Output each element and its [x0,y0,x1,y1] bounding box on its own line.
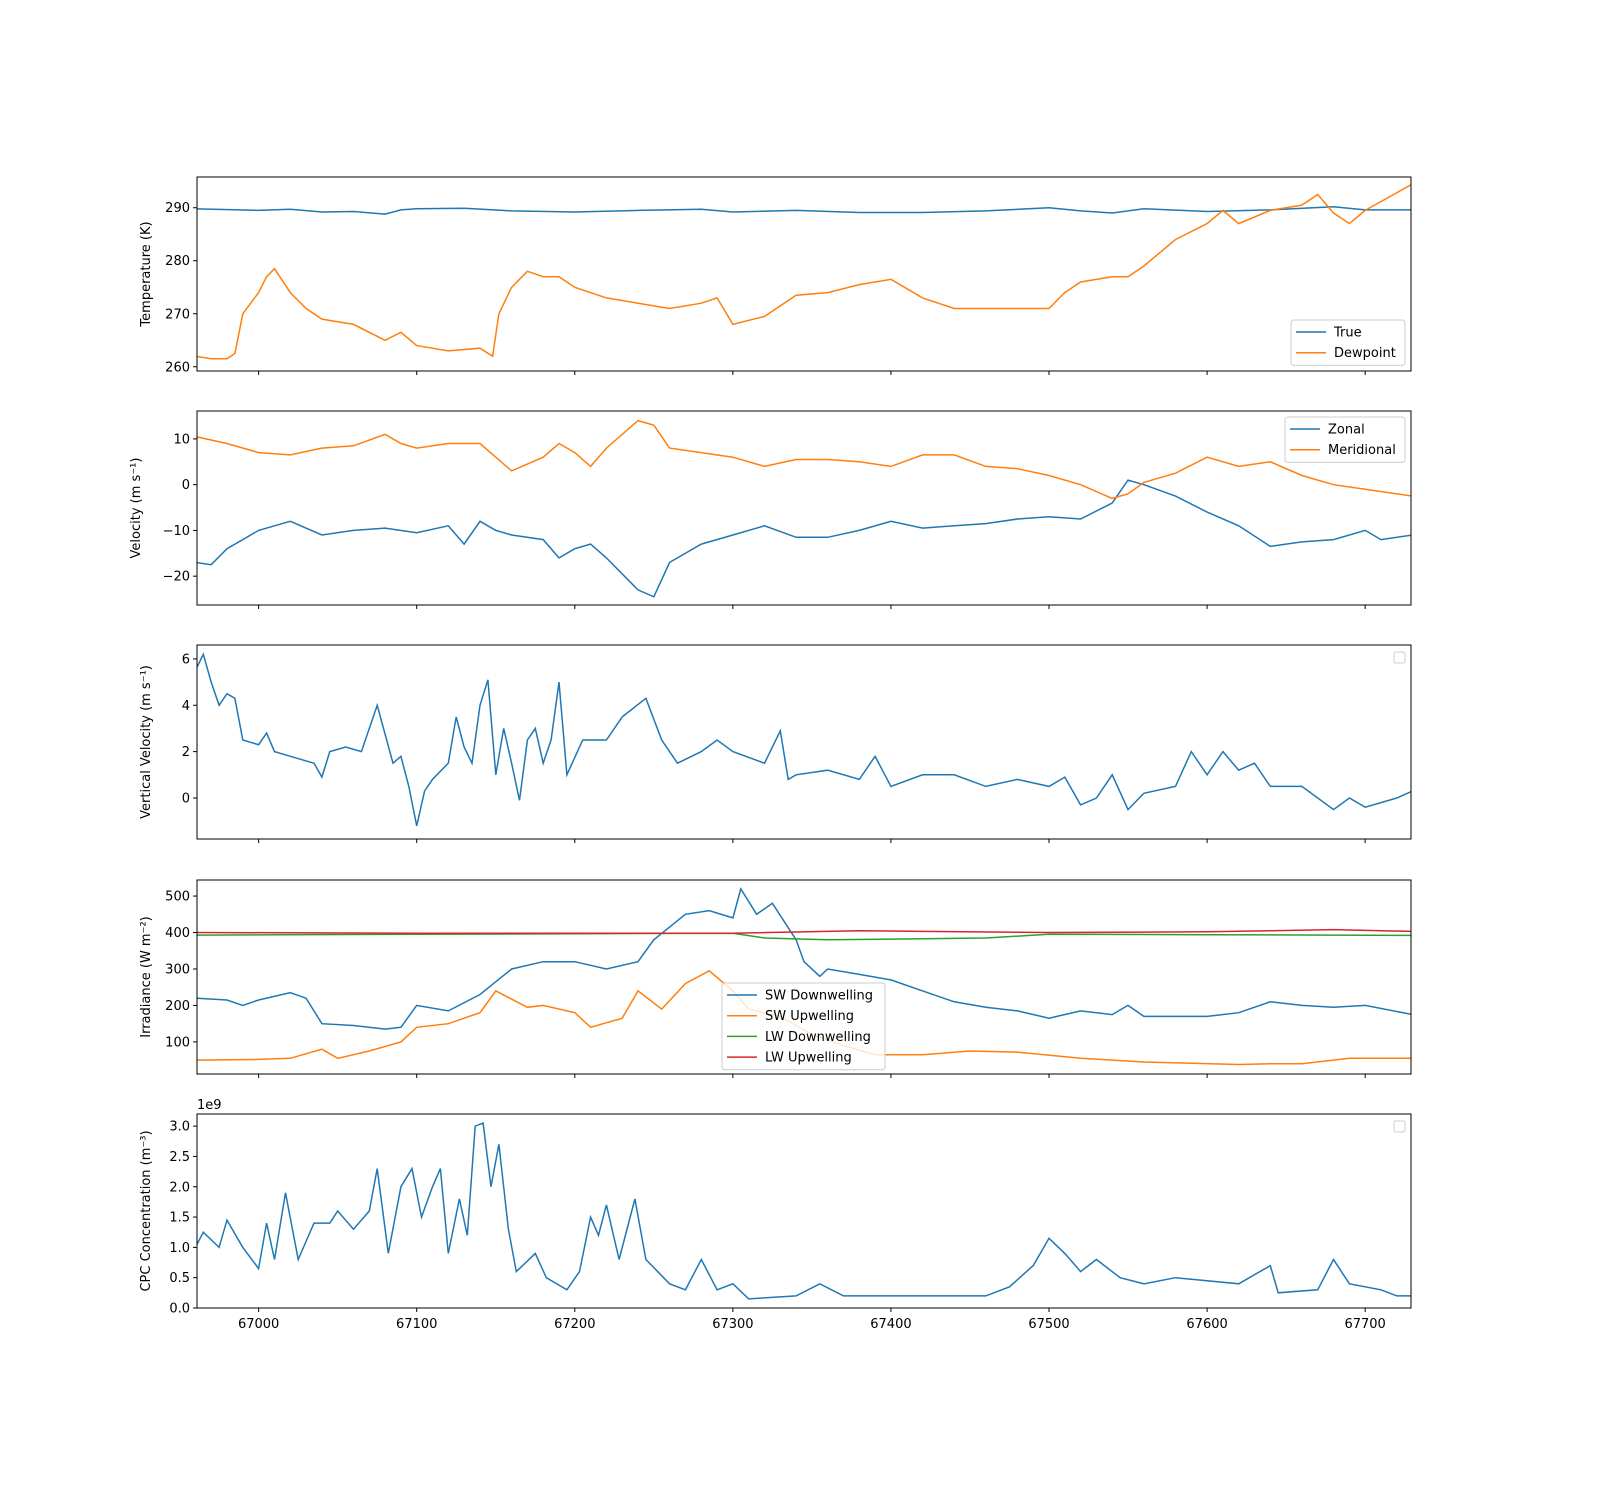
y-axis-label: Vertical Velocity (m s⁻¹) [139,665,154,819]
axes-frame [196,1113,1412,1309]
y-tick-label: 0.5 [169,1271,190,1286]
subplot-1: 260 270 280 290 Temperature (K) True Dewpoint [139,176,1412,375]
y-tick-label: 3.0 [169,1120,190,1135]
x-tick-label: 67400 [870,1317,911,1332]
legend: Zonal Meridional [1284,416,1406,463]
y-tick-label: 10 [173,432,190,447]
series-line-true [197,205,1411,215]
x-tick-label: 67700 [1344,1317,1385,1332]
series-line-meridional [197,419,1411,500]
legend-label: SW Downwelling [765,989,873,1004]
x-tick-label: 67000 [238,1317,279,1332]
y-tick-label: 290 [165,201,190,216]
axes-frame [196,879,1412,1075]
series-line-zonal [197,479,1411,598]
series-line-lw-downwelling [197,932,1411,941]
x-tick-label: 67300 [712,1317,753,1332]
axes-frame [196,644,1412,840]
series-line-sw-upwelling [197,969,1411,1066]
y-tick-label: 400 [165,926,190,941]
y-tick-label: 1.5 [169,1211,190,1226]
subplot-3: 0 2 4 6 Vertical Velocity (m s⁻¹) [139,644,1412,843]
series-line-dewpoint [197,183,1411,360]
legend-label: Zonal [1328,423,1365,438]
legend-empty [1393,651,1406,664]
offset-text: 1e9 [197,1098,222,1113]
x-tick-label: 67200 [554,1317,595,1332]
y-tick-label: 500 [165,890,190,905]
series-line-lw-upwelling [197,928,1411,934]
y-tick-label: 260 [165,360,190,375]
y-tick-label: 0 [182,791,190,806]
legend: True Dewpoint [1290,319,1406,366]
y-tick-label: 280 [165,254,190,269]
y-axis-label: Velocity (m s⁻¹) [129,458,144,559]
y-tick-label: −10 [163,524,190,539]
legend-label: Meridional [1328,443,1396,458]
series-line-series [197,1122,1411,1300]
axes-frame [196,410,1412,606]
series-line-series [197,652,1411,826]
y-tick-label: 0.0 [169,1302,190,1317]
y-tick-label: 300 [165,962,190,977]
y-axis-label: Temperature (K) [139,221,154,327]
y-tick-label: 2.0 [169,1180,190,1195]
legend-label: LW Downwelling [765,1030,871,1045]
y-tick-label: 6 [182,652,190,667]
y-tick-label: 2 [182,745,190,760]
legend-label: True [1333,326,1362,341]
y-tick-label: 4 [182,699,190,714]
y-tick-label: 100 [165,1035,190,1050]
x-tick-label: 67600 [1186,1317,1227,1332]
legend-label: SW Upwelling [765,1009,854,1024]
series-line-sw-downwelling [197,886,1411,1030]
y-axis-label: Irradiance (W m⁻²) [139,916,154,1037]
y-tick-label: −20 [163,570,190,585]
y-tick-label: 270 [165,307,190,322]
y-tick-label: 1.0 [169,1241,190,1256]
x-tick-label: 67500 [1028,1317,1069,1332]
y-tick-label: 200 [165,999,190,1014]
legend-empty [1393,1120,1406,1133]
subplot-5: 0.0 0.5 1.0 1.5 2.0 2.5 3.0 67000 67100 67200 6730… [139,1098,1412,1332]
legend-label: Dewpoint [1334,346,1396,361]
subplot-2: −20 −10 0 10 Velocity (m s⁻¹) Zonal Meridional [129,410,1412,609]
subplot-4: 100 200 300 400 500 Irradiance (W m⁻²) SW Down… [139,879,1412,1078]
axes-frame [196,176,1412,372]
y-tick-label: 2.5 [169,1150,190,1165]
legend: SW Downwelling SW Upwelling LW Downwelling… [721,982,886,1071]
y-tick-label: 0 [182,478,190,493]
x-tick-label: 67100 [396,1317,437,1332]
legend-box [721,982,886,1071]
legend-label: LW Upwelling [765,1051,852,1066]
y-axis-label: CPC Concentration (m⁻³) [139,1130,154,1291]
